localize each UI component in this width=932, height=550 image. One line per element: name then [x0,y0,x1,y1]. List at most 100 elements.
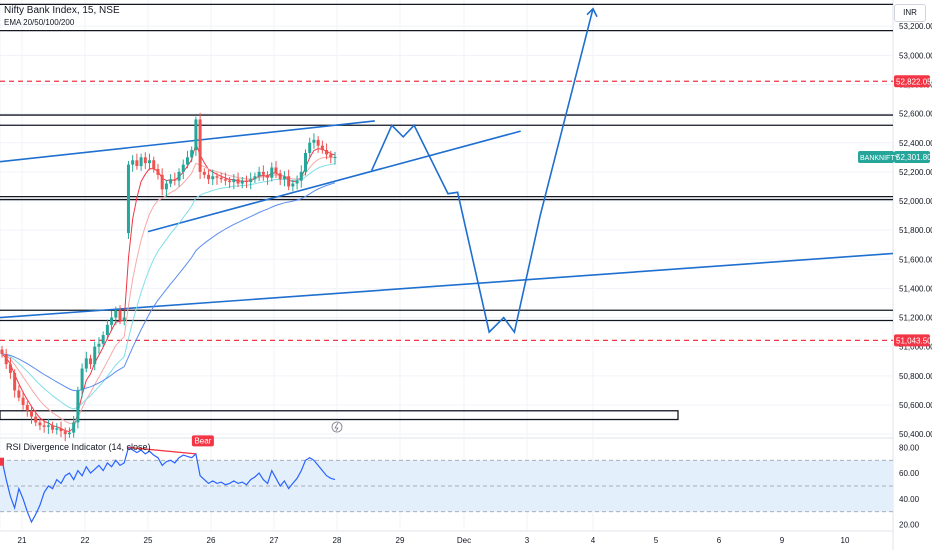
candle-body [55,428,59,430]
candle-body [249,179,253,183]
price-tick-label: 50,800.00 [899,372,932,381]
rsi-panel-plot: Bear [0,435,893,524]
lightning-icon [331,421,343,433]
candle-body [110,317,114,325]
candle-body [202,171,206,175]
price-tick-label: 50,400.00 [899,430,932,439]
upper-channel-line [0,120,375,163]
price-tick-label: 51,200.00 [899,314,932,323]
candle-body [219,177,223,180]
price-tick-label: 51,400.00 [899,284,932,293]
time-tick-label: 3 [525,536,530,545]
candle-body [261,171,265,175]
candle-body [274,167,278,174]
last-price-tag-bg [894,151,930,164]
projection [370,7,598,334]
price-tick-label: 51,800.00 [899,226,932,235]
candle-body [232,179,236,183]
candle-body [42,425,46,427]
candle-body [118,310,122,321]
time-axis: 21 22 25 26 27 28 29 Dec 3 4 5 6 9 10 [18,421,850,545]
candle-body [84,358,88,369]
candle-body [114,310,118,318]
candle-body [185,157,189,165]
ema-lines [1,141,336,433]
candle-body [190,150,194,158]
ticker-tag: BANKNIFTY [860,155,900,162]
grid [0,0,894,550]
time-tick-label: 10 [841,536,850,545]
candle-body [228,180,232,183]
top-red-price-tag-bg [894,75,930,88]
lower-channel-line [147,130,521,233]
candle-body [223,179,227,181]
candle-body [295,180,299,184]
candle-body [30,410,34,417]
candle-body [67,432,71,435]
price-tick-label: 52,200.00 [899,168,932,177]
trendlines [0,120,894,319]
candle-body [308,142,312,153]
bottom-red-price-tag: 51,043.50 [896,336,932,345]
price-tick-label: 52,000.00 [899,197,932,206]
candle-body [266,174,270,178]
ema200-line [1,182,336,392]
time-tick-label: 27 [270,536,279,545]
candle-body [38,422,42,426]
candle-body [215,176,219,178]
time-tick-label: 4 [591,536,596,545]
time-tick-label: 25 [144,536,153,545]
candle-body [278,173,282,180]
price-tick-label: 53,000.00 [899,51,932,60]
projection-path [370,8,594,334]
candle-body [80,368,84,391]
candle-body [325,150,329,155]
time-tick-label: 5 [654,536,659,545]
candle-body [282,176,286,180]
candle-body [51,425,55,430]
price-tick-label: 50,600.00 [899,401,932,410]
candle-body [34,416,38,423]
rsi-tick-label: 60.00 [899,469,920,478]
candle-body [270,167,274,178]
support-box [0,410,679,421]
lightning-icon-glyph [334,422,339,432]
last-price-tag: 52,301.80 [896,153,932,162]
time-tick-label: 26 [207,536,216,545]
projection-arrowhead [586,7,598,18]
ema100-line [1,163,336,410]
rsi-tick-label: 40.00 [899,495,920,504]
candle-body [160,174,164,190]
candle-body [287,176,291,187]
price-tick-label: 51,000.00 [899,343,932,352]
candle-body [139,157,143,167]
candle-body [240,180,244,184]
rsi-tick-label: 20.00 [899,521,920,530]
candle-body [0,349,4,354]
bottom-red-price-tag-bg [894,334,930,347]
ema20-line [1,141,336,433]
candle-body [25,404,29,411]
candle-body [198,119,202,172]
candle-body [164,183,168,190]
candle-body [97,343,101,347]
candle-body [76,390,80,423]
rsi-line [1,446,336,524]
candle-body [152,160,156,169]
bear-label: Bear [194,436,211,445]
candle-body [93,346,97,365]
candle-body [21,397,25,405]
candle-body [46,425,50,427]
candle-body [303,152,307,172]
candle-body [257,171,261,177]
price-tick-label: 52,400.00 [899,139,932,148]
long-trendline [0,252,894,319]
candle-body [143,157,147,164]
candle-body [291,183,295,187]
candle-body [4,353,8,365]
currency-button[interactable]: INR [894,4,926,22]
price-tick-label: 51,600.00 [899,255,932,264]
candle-body [207,174,211,180]
ema-indicator-label: EMA 20/50/100/200 [4,18,75,27]
